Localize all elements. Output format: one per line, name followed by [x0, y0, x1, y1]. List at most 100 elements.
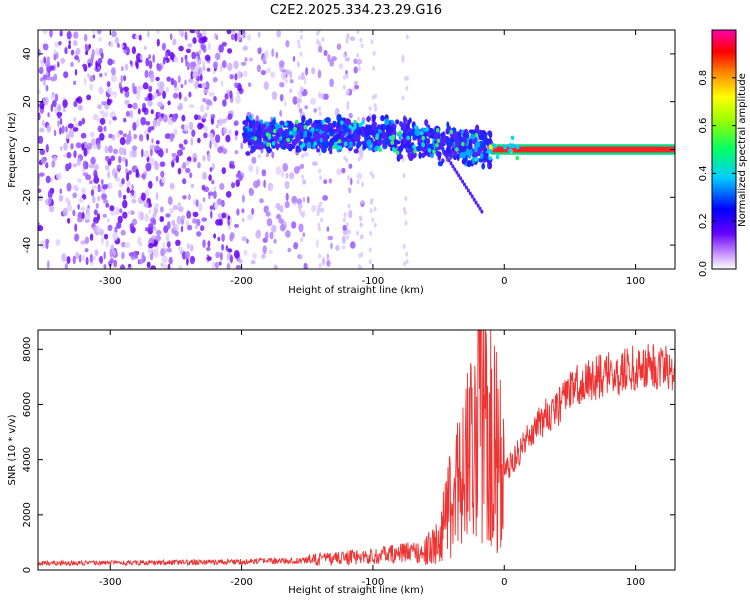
noise-blob [201, 184, 206, 191]
noise-blob [241, 208, 245, 214]
signal-blob [251, 119, 256, 126]
signal-blob [364, 129, 370, 136]
noise-column-blob [318, 91, 322, 97]
noise-column-blob [297, 39, 300, 45]
signal-blob [336, 114, 342, 122]
noise-blob [221, 244, 225, 251]
signal-blob [462, 132, 467, 138]
noise-blob [222, 99, 227, 107]
noise-blob [166, 247, 172, 253]
noise-blob [51, 100, 57, 108]
noise-blob [227, 113, 233, 120]
noise-blob [193, 157, 197, 163]
noise-blob [140, 211, 144, 221]
signal-peak-blob [295, 119, 299, 125]
noise-blob [212, 61, 219, 69]
noise-blob [126, 180, 131, 189]
noise-blob [178, 91, 182, 100]
noise-blob [192, 218, 197, 224]
noise-blob [279, 94, 284, 102]
noise-blob [140, 192, 146, 201]
noise-blob [45, 71, 49, 76]
noise-blob [57, 120, 60, 127]
noise-blob [213, 186, 217, 191]
noise-blob [284, 181, 290, 189]
signal-blob [468, 142, 473, 151]
noise-blob [155, 229, 162, 236]
noise-blob [45, 144, 49, 153]
noise-blob [103, 125, 107, 132]
carrier-onset-blob [492, 143, 497, 149]
noise-blob [127, 103, 133, 109]
noise-blob [163, 225, 169, 234]
signal-blob [441, 158, 445, 164]
signal-blob [267, 125, 272, 133]
noise-blob [167, 263, 171, 269]
noise-blob [284, 69, 291, 76]
signal-blob [368, 125, 373, 132]
noise-blob [108, 133, 113, 139]
noise-blob [131, 189, 135, 197]
noise-blob [345, 70, 348, 75]
carrier-onset-blob [508, 143, 513, 149]
signal-blob [407, 132, 412, 137]
noise-blob [189, 61, 196, 71]
noise-column-blob [371, 217, 375, 223]
noise-blob [257, 154, 262, 159]
noise-blob [77, 178, 82, 184]
noise-blob [99, 117, 106, 125]
noise-blob [101, 101, 107, 106]
noise-blob [172, 38, 177, 46]
noise-blob [178, 30, 183, 36]
noise-blob [73, 117, 76, 122]
signal-blob [384, 138, 389, 146]
noise-blob [183, 139, 188, 145]
noise-blob [125, 110, 131, 117]
colorbar-label: Normalized spectral amplitude [737, 73, 748, 227]
noise-blob [132, 122, 137, 131]
noise-blob [83, 147, 88, 157]
noise-blob [145, 162, 152, 172]
noise-blob [234, 223, 239, 228]
spectrogram-y-tick-label: -40 [22, 237, 33, 253]
noise-blob [97, 125, 103, 133]
noise-blob [185, 220, 190, 227]
noise-blob [227, 248, 233, 253]
noise-blob [227, 129, 232, 137]
noise-blob [38, 89, 41, 94]
noise-blob [196, 32, 203, 39]
noise-blob [249, 57, 253, 62]
noise-blob [233, 250, 240, 259]
signal-blob [295, 134, 301, 142]
noise-blob [166, 76, 171, 82]
noise-column-blob [368, 259, 372, 265]
noise-column-blob [302, 196, 306, 202]
signal-peak-blob [425, 127, 429, 132]
noise-blob [222, 118, 227, 124]
noise-blob [155, 140, 160, 145]
signal-blob [446, 138, 452, 147]
noise-blob [230, 254, 233, 264]
noise-blob [52, 155, 58, 162]
noise-blob [235, 179, 240, 187]
noise-blob [257, 47, 262, 55]
noise-blob [281, 170, 285, 178]
noise-blob [217, 146, 224, 154]
signal-blob [410, 130, 415, 137]
noise-blob [123, 133, 127, 138]
noise-blob [132, 145, 138, 151]
noise-blob [80, 240, 87, 245]
signal-blob [475, 124, 480, 133]
noise-blob [186, 256, 189, 266]
signal-blob [243, 128, 248, 134]
noise-blob [61, 253, 67, 262]
noise-column-blob [342, 217, 346, 223]
noise-blob [141, 148, 144, 158]
noise-blob [209, 205, 214, 210]
noise-blob [77, 58, 80, 63]
noise-blob [81, 254, 86, 262]
noise-blob [221, 212, 227, 219]
signal-blob [280, 139, 284, 144]
signal-blob [384, 118, 390, 127]
noise-blob [99, 255, 104, 264]
